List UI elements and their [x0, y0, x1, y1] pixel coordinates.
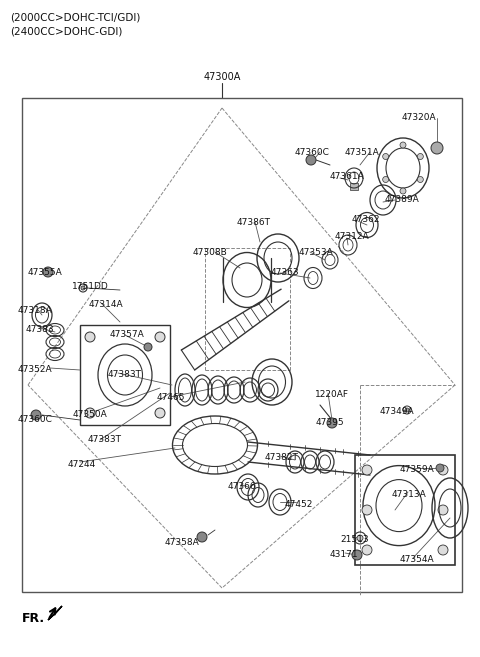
Text: 47312A: 47312A: [335, 232, 370, 241]
Text: 47355A: 47355A: [28, 268, 63, 277]
Text: 47350A: 47350A: [73, 410, 108, 419]
Text: 47358A: 47358A: [165, 538, 200, 547]
Text: 1220AF: 1220AF: [315, 390, 349, 399]
Ellipse shape: [357, 535, 363, 541]
Text: 47353A: 47353A: [299, 248, 334, 257]
Text: 1751DD: 1751DD: [72, 282, 109, 291]
Text: 21513: 21513: [340, 535, 369, 544]
Ellipse shape: [438, 545, 448, 555]
Text: 47320A: 47320A: [402, 113, 437, 122]
Text: 47360C: 47360C: [18, 415, 53, 424]
Bar: [22, 98, 462, 592]
Text: 47352A: 47352A: [18, 365, 53, 374]
Ellipse shape: [327, 418, 337, 428]
Text: 47349A: 47349A: [380, 407, 415, 416]
Text: 47361A: 47361A: [330, 172, 365, 181]
Ellipse shape: [81, 286, 85, 290]
Polygon shape: [48, 606, 62, 620]
Ellipse shape: [352, 550, 362, 560]
Text: (2000CC>DOHC-TCI/GDI): (2000CC>DOHC-TCI/GDI): [10, 12, 140, 22]
Text: 47300A: 47300A: [204, 72, 240, 82]
Ellipse shape: [383, 154, 389, 160]
Ellipse shape: [405, 408, 409, 412]
Text: 47452: 47452: [285, 500, 313, 509]
Text: (2400CC>DOHC-GDI): (2400CC>DOHC-GDI): [10, 26, 122, 36]
Ellipse shape: [144, 343, 152, 351]
Ellipse shape: [383, 177, 389, 183]
Ellipse shape: [362, 545, 372, 555]
Text: 47244: 47244: [68, 460, 96, 469]
Bar: [355, 455, 455, 565]
Ellipse shape: [85, 408, 95, 418]
Ellipse shape: [85, 332, 95, 342]
Text: 47351A: 47351A: [345, 148, 380, 157]
Bar: [350, 183, 358, 190]
Text: 47363: 47363: [271, 268, 300, 277]
Ellipse shape: [43, 267, 53, 277]
Ellipse shape: [400, 188, 406, 194]
Text: 47357A: 47357A: [110, 330, 145, 339]
Ellipse shape: [417, 177, 423, 183]
Text: 47308B: 47308B: [193, 248, 228, 257]
Text: 47382T: 47382T: [265, 453, 299, 462]
Text: 47360C: 47360C: [295, 148, 330, 157]
Ellipse shape: [438, 505, 448, 515]
Text: 47383T: 47383T: [108, 370, 142, 379]
Text: 47366: 47366: [228, 482, 257, 491]
Ellipse shape: [436, 464, 444, 472]
Text: 47362: 47362: [352, 215, 381, 224]
Ellipse shape: [362, 505, 372, 515]
Text: 47359A: 47359A: [400, 465, 435, 474]
Text: 43171: 43171: [330, 550, 359, 559]
Text: 47383T: 47383T: [88, 435, 122, 444]
Text: 47395: 47395: [316, 418, 345, 427]
Ellipse shape: [306, 155, 316, 165]
Bar: [80, 325, 170, 425]
Text: 47383: 47383: [26, 325, 55, 334]
Ellipse shape: [438, 465, 448, 475]
Ellipse shape: [155, 408, 165, 418]
Ellipse shape: [400, 142, 406, 148]
Text: 47465: 47465: [157, 393, 185, 402]
Text: 47314A: 47314A: [89, 300, 124, 309]
Text: 47313A: 47313A: [392, 490, 427, 499]
Text: 47386T: 47386T: [237, 218, 271, 227]
Ellipse shape: [31, 410, 41, 420]
Text: FR.: FR.: [22, 612, 45, 625]
Ellipse shape: [417, 154, 423, 160]
Ellipse shape: [155, 332, 165, 342]
Text: 47354A: 47354A: [400, 555, 434, 564]
Ellipse shape: [431, 142, 443, 154]
Text: 47389A: 47389A: [385, 195, 420, 204]
Text: 47318A: 47318A: [18, 306, 53, 315]
Ellipse shape: [197, 532, 207, 542]
Ellipse shape: [362, 465, 372, 475]
